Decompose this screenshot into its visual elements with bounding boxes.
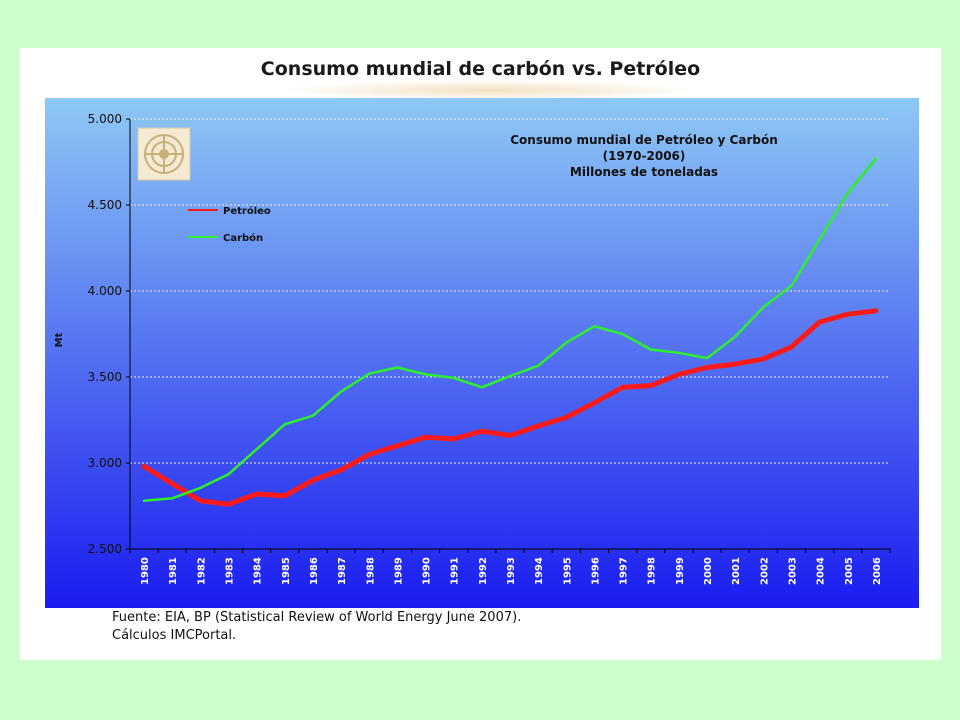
legend-label: Petróleo — [223, 205, 271, 217]
inner-title: Consumo mundial de Petróleo y Carbón (197… — [510, 133, 778, 179]
x-tick-label: 1997 — [619, 557, 630, 585]
x-tick-label: 1983 — [225, 557, 236, 585]
y-tick-label: 4.000 — [88, 284, 122, 298]
y-tick-label: 5.000 — [88, 112, 122, 126]
x-tick-label: 1994 — [534, 557, 545, 585]
inner-title-line: (1970-2006) — [603, 149, 686, 163]
legend-label: Carbón — [223, 232, 263, 244]
series-layer — [141, 157, 879, 507]
x-tick-label: 1989 — [393, 557, 404, 585]
x-tick-label: 2002 — [759, 557, 770, 585]
x-tick-label: 1991 — [450, 557, 461, 585]
x-tick-label: 1996 — [590, 557, 601, 585]
x-tick-label: 1980 — [140, 557, 151, 585]
inner-title-line: Consumo mundial de Petróleo y Carbón — [510, 133, 778, 147]
x-tick-label: 1992 — [478, 557, 489, 585]
x-tick-label: 1999 — [675, 557, 686, 585]
x-tick-label: 1990 — [422, 557, 433, 585]
x-tick-label: 2001 — [731, 557, 742, 585]
logo-icon — [137, 127, 191, 181]
y-tick-label: 2.500 — [88, 542, 122, 556]
slide-title: Consumo mundial de carbón vs. Petróleo — [260, 58, 701, 80]
source-line-1: Fuente: EIA, BP (Statistical Review of W… — [112, 610, 522, 625]
x-tick-label: 1984 — [253, 557, 264, 585]
x-tick-label: 2005 — [844, 557, 855, 585]
x-tick-label: 2006 — [872, 557, 883, 585]
y-axis-label: Mt — [54, 332, 65, 347]
x-tick-label: 1981 — [168, 557, 179, 585]
x-tick-label: 1998 — [647, 557, 658, 585]
x-tick-label: 2000 — [703, 557, 714, 585]
slide-panel: Consumo mundial de carbón vs. Petróleo 2… — [20, 48, 941, 660]
x-tick-label: 1987 — [337, 557, 348, 585]
x-tick-label: 2003 — [787, 557, 798, 585]
y-tick-label: 3.500 — [88, 370, 122, 384]
legend: Petróleo Carbón — [188, 205, 271, 244]
y-tick-label: 3.000 — [88, 456, 122, 470]
x-tick-label: 1982 — [196, 557, 207, 585]
axis-layer: 2.500 3.000 3.500 4.000 4.500 5.000 1980 1981 19… — [88, 112, 891, 585]
watermark-glow — [280, 80, 700, 100]
x-tick-label: 2004 — [816, 557, 827, 585]
x-tick-label: 1988 — [365, 557, 376, 585]
x-tick-label: 1986 — [309, 557, 320, 585]
x-tick-label: 1993 — [506, 557, 517, 585]
x-tick-label: 1995 — [562, 557, 573, 585]
inner-title-line: Millones de toneladas — [570, 165, 718, 179]
y-tick-label: 4.500 — [88, 198, 122, 212]
source-line-2: Cálculos IMCPortal. — [112, 628, 237, 643]
x-tick-label: 1985 — [281, 557, 292, 585]
chart: 2.500 3.000 3.500 4.000 4.500 5.000 1980 1981 19… — [45, 98, 919, 608]
